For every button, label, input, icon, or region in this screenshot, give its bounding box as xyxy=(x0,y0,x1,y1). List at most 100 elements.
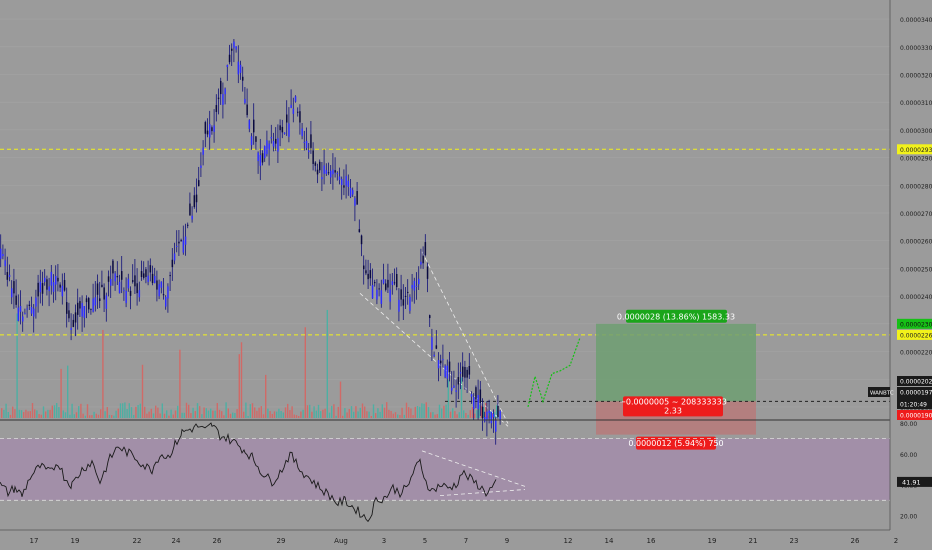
candle-body xyxy=(413,280,416,291)
volume-bar xyxy=(447,379,449,418)
candle-body xyxy=(433,354,435,357)
candle-body xyxy=(305,140,308,148)
candle-body xyxy=(301,128,303,137)
volume-bar xyxy=(392,413,394,418)
candle-body xyxy=(237,61,240,75)
price-tick-label: 0.0000320 xyxy=(900,72,932,79)
candle-body xyxy=(79,301,81,309)
candle-body xyxy=(422,255,424,264)
price-badge xyxy=(897,329,932,340)
volume-bar xyxy=(339,381,342,418)
volume-bar xyxy=(372,404,375,418)
volume-bar xyxy=(117,408,119,418)
volume-bar xyxy=(214,410,216,418)
candle-body xyxy=(492,413,495,418)
volume-bar xyxy=(100,409,102,418)
time-tick-label: 22 xyxy=(133,537,142,545)
volume-bar xyxy=(267,408,269,418)
candle-body xyxy=(11,288,13,298)
volume-bar xyxy=(368,411,370,418)
volume-bar xyxy=(379,411,381,418)
projection-path[interactable] xyxy=(527,337,581,408)
candle-body xyxy=(202,147,204,155)
volume-bar xyxy=(84,415,86,418)
candle-body xyxy=(213,125,215,132)
price-badge-label: 0.0000202 xyxy=(900,379,932,386)
candle-body xyxy=(211,127,213,132)
horizontal-levels[interactable] xyxy=(0,148,890,336)
time-tick-label: 23 xyxy=(790,537,799,545)
candle-body xyxy=(15,295,17,305)
candle-body xyxy=(2,253,4,257)
candle-body xyxy=(321,177,323,180)
candle-body xyxy=(281,126,284,133)
candle-body xyxy=(391,281,394,286)
time-tick-label: 5 xyxy=(423,537,427,545)
volume-bar xyxy=(271,413,273,418)
candle-body xyxy=(319,161,321,171)
rsi-tick-label: 60.00 xyxy=(900,452,917,459)
rsi-band xyxy=(0,438,890,501)
candle-body xyxy=(26,308,28,310)
candle-body xyxy=(255,136,257,142)
price-badge xyxy=(897,387,932,397)
long-position-tool[interactable]: 0.0000028 (13.86%) 1583.33 −0.0000005 ~ … xyxy=(445,309,890,450)
price-axis[interactable]: 0.0000340 0.0000330 0.0000320 0.0000310 0.00… xyxy=(868,0,932,530)
candle-body xyxy=(55,275,57,285)
volume-bar xyxy=(265,374,267,418)
volume-bar xyxy=(337,406,339,418)
candle-body xyxy=(363,265,365,270)
volume-bar xyxy=(460,377,463,418)
volume-bar xyxy=(399,415,401,418)
time-tick-label: 21 xyxy=(749,537,758,545)
volume-bar xyxy=(247,415,249,418)
volume-bar xyxy=(232,412,234,418)
candle-body xyxy=(356,191,358,205)
candle-body xyxy=(189,203,191,216)
price-badge-label: 0.0000226 xyxy=(900,332,932,339)
volume-bar xyxy=(155,405,157,418)
candle-body xyxy=(70,327,72,330)
volume-bar xyxy=(361,403,364,418)
candle-body xyxy=(495,420,497,432)
candle-body xyxy=(253,119,255,133)
candle-body xyxy=(457,377,460,385)
position-profit-zone[interactable] xyxy=(596,323,756,402)
price-badge-label: 0.0000230 xyxy=(900,321,932,328)
volume-bar xyxy=(166,410,168,418)
candle-body xyxy=(136,283,138,294)
volume-bar xyxy=(388,409,390,418)
price-tick-label: 0.0000240 xyxy=(900,294,932,301)
target-label-box xyxy=(626,309,727,323)
candle-body xyxy=(107,276,110,282)
volume-bar xyxy=(370,415,372,418)
candle-body xyxy=(39,281,42,293)
candle-body xyxy=(121,271,123,280)
candle-body xyxy=(182,240,185,253)
candle-body xyxy=(468,366,471,375)
volume-bar xyxy=(111,415,113,418)
time-tick-label: 16 xyxy=(647,537,656,545)
candle-body xyxy=(404,295,407,297)
candle-body xyxy=(250,136,253,146)
volume-bar xyxy=(315,410,317,418)
volume-bar xyxy=(491,411,493,418)
volume-bar xyxy=(383,407,386,418)
volume-bar xyxy=(137,405,139,418)
time-axis[interactable]: 17 19 22 24 26 29 Aug 3 5 7 9 12 14 16 19 21 23 26 2 xyxy=(0,529,898,545)
trendline[interactable] xyxy=(439,489,526,497)
symbol-badge xyxy=(868,387,890,397)
volume-bar xyxy=(496,405,498,418)
volume-bar xyxy=(300,411,302,418)
volume-bar xyxy=(108,414,111,418)
trendlines[interactable] xyxy=(359,251,526,497)
volume-bar xyxy=(443,405,445,418)
candle-body xyxy=(235,46,237,50)
volume-bar xyxy=(258,407,260,418)
candle-body xyxy=(264,146,266,159)
trendline[interactable] xyxy=(359,293,509,427)
candle-body xyxy=(180,239,182,241)
symbol-label: WANBTC xyxy=(870,391,894,397)
candle-body xyxy=(286,114,288,123)
